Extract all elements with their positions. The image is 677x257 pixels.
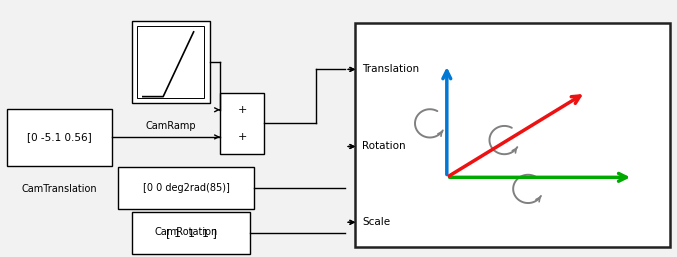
Text: [ 1  1  1 ]: [ 1 1 1 ]	[166, 228, 217, 238]
FancyBboxPatch shape	[132, 212, 250, 254]
Text: CamTranslation: CamTranslation	[22, 184, 97, 194]
FancyBboxPatch shape	[118, 167, 254, 209]
Text: CamRotation: CamRotation	[154, 227, 218, 237]
Text: +: +	[238, 105, 246, 115]
Text: +: +	[238, 132, 246, 142]
FancyBboxPatch shape	[132, 21, 210, 103]
FancyBboxPatch shape	[7, 109, 112, 166]
FancyBboxPatch shape	[355, 23, 670, 247]
Text: Rotation: Rotation	[362, 142, 406, 151]
Text: [0 -5.1 0.56]: [0 -5.1 0.56]	[27, 133, 91, 142]
Text: Scale: Scale	[362, 217, 391, 227]
FancyBboxPatch shape	[137, 26, 204, 98]
Text: Translation: Translation	[362, 65, 419, 74]
FancyBboxPatch shape	[220, 93, 264, 154]
Text: CamRamp: CamRamp	[146, 121, 196, 131]
Text: [0 0 deg2rad(85)]: [0 0 deg2rad(85)]	[143, 183, 230, 193]
